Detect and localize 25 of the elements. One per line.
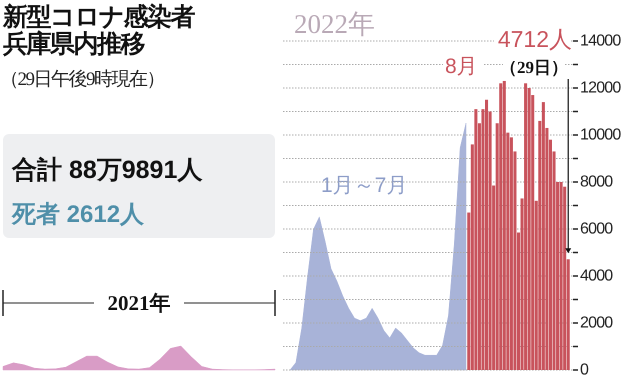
text: 死者 2612人 [11, 201, 146, 228]
bar [502, 80, 506, 370]
y-tick-label: 8000 [580, 174, 614, 190]
text: 2022年 [294, 9, 375, 39]
bar [499, 83, 502, 370]
text: 2021年 [108, 291, 170, 315]
bar [560, 182, 563, 370]
chart-title: 新型コロナ感染者兵庫県内推移 [2, 3, 196, 58]
y-tick-label: 6000 [580, 220, 614, 238]
y-tick-label: 12000 [580, 80, 622, 96]
chart-subtitle: （29日午後9時現在） [0, 69, 164, 90]
text: 合計 88万9891人 [11, 156, 204, 184]
y-tick-label: 4000 [580, 268, 614, 284]
bar [474, 109, 478, 370]
y-tick-label: 2000 [580, 314, 614, 332]
bar [485, 100, 488, 370]
y-tick-label: 10000 [580, 126, 622, 144]
annotation: 8月 [445, 55, 478, 78]
y-tick-label: 14000 [580, 32, 622, 50]
annotation: 1月～7月 [321, 174, 408, 197]
bar [524, 83, 528, 370]
annotation: 4712人 [498, 26, 572, 52]
annotation: （29日） [500, 58, 568, 77]
y-tick-label: 0 [580, 362, 589, 378]
bar [542, 102, 545, 370]
